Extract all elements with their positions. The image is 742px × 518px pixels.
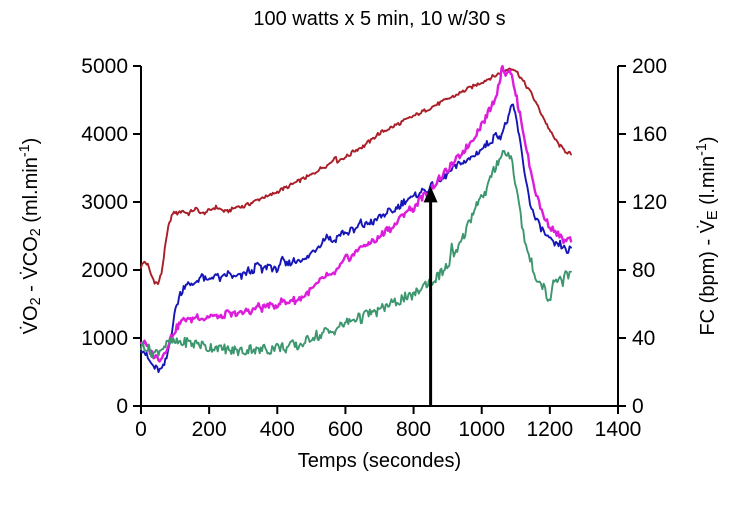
x-axis-tick-label: 1200 bbox=[526, 418, 573, 441]
x-axis-tick-label: 0 bbox=[135, 418, 147, 441]
right-axis-tick-label: 80 bbox=[632, 259, 655, 282]
series-line-vo2 bbox=[140, 103, 572, 374]
left-axis-tick-label: 3000 bbox=[81, 191, 128, 214]
x-axis-tick-label: 800 bbox=[396, 418, 431, 441]
x-axis-tick-label: 200 bbox=[192, 418, 227, 441]
series-line-fc bbox=[140, 67, 572, 285]
x-axis-tick-label: 400 bbox=[260, 418, 295, 441]
left-axis-tick-label: 4000 bbox=[81, 123, 128, 146]
series-line-vco2 bbox=[139, 64, 573, 363]
right-axis-tick-label: 0 bbox=[632, 395, 644, 418]
x-axis-tick-label: 600 bbox=[328, 418, 363, 441]
x-axis-tick-label: 1400 bbox=[595, 418, 642, 441]
right-axis-tick-label: 160 bbox=[632, 123, 667, 146]
series-line-ve bbox=[140, 149, 572, 359]
left-axis-tick-label: 5000 bbox=[81, 55, 128, 78]
left-axis-tick-label: 0 bbox=[116, 395, 128, 418]
annotation-arrow-head bbox=[423, 186, 438, 203]
left-axis-tick-label: 1000 bbox=[81, 327, 128, 350]
right-axis-tick-label: 200 bbox=[632, 55, 667, 78]
chart-title: 100 watts x 5 min, 10 w/30 s bbox=[253, 8, 506, 30]
left-axis-tick-label: 2000 bbox=[81, 259, 128, 282]
x-axis-title: Temps (secondes) bbox=[297, 450, 462, 472]
right-axis-tick-label: 120 bbox=[632, 191, 667, 214]
right-axis-tick-label: 40 bbox=[632, 327, 655, 350]
x-axis-tick-label: 1000 bbox=[458, 418, 505, 441]
